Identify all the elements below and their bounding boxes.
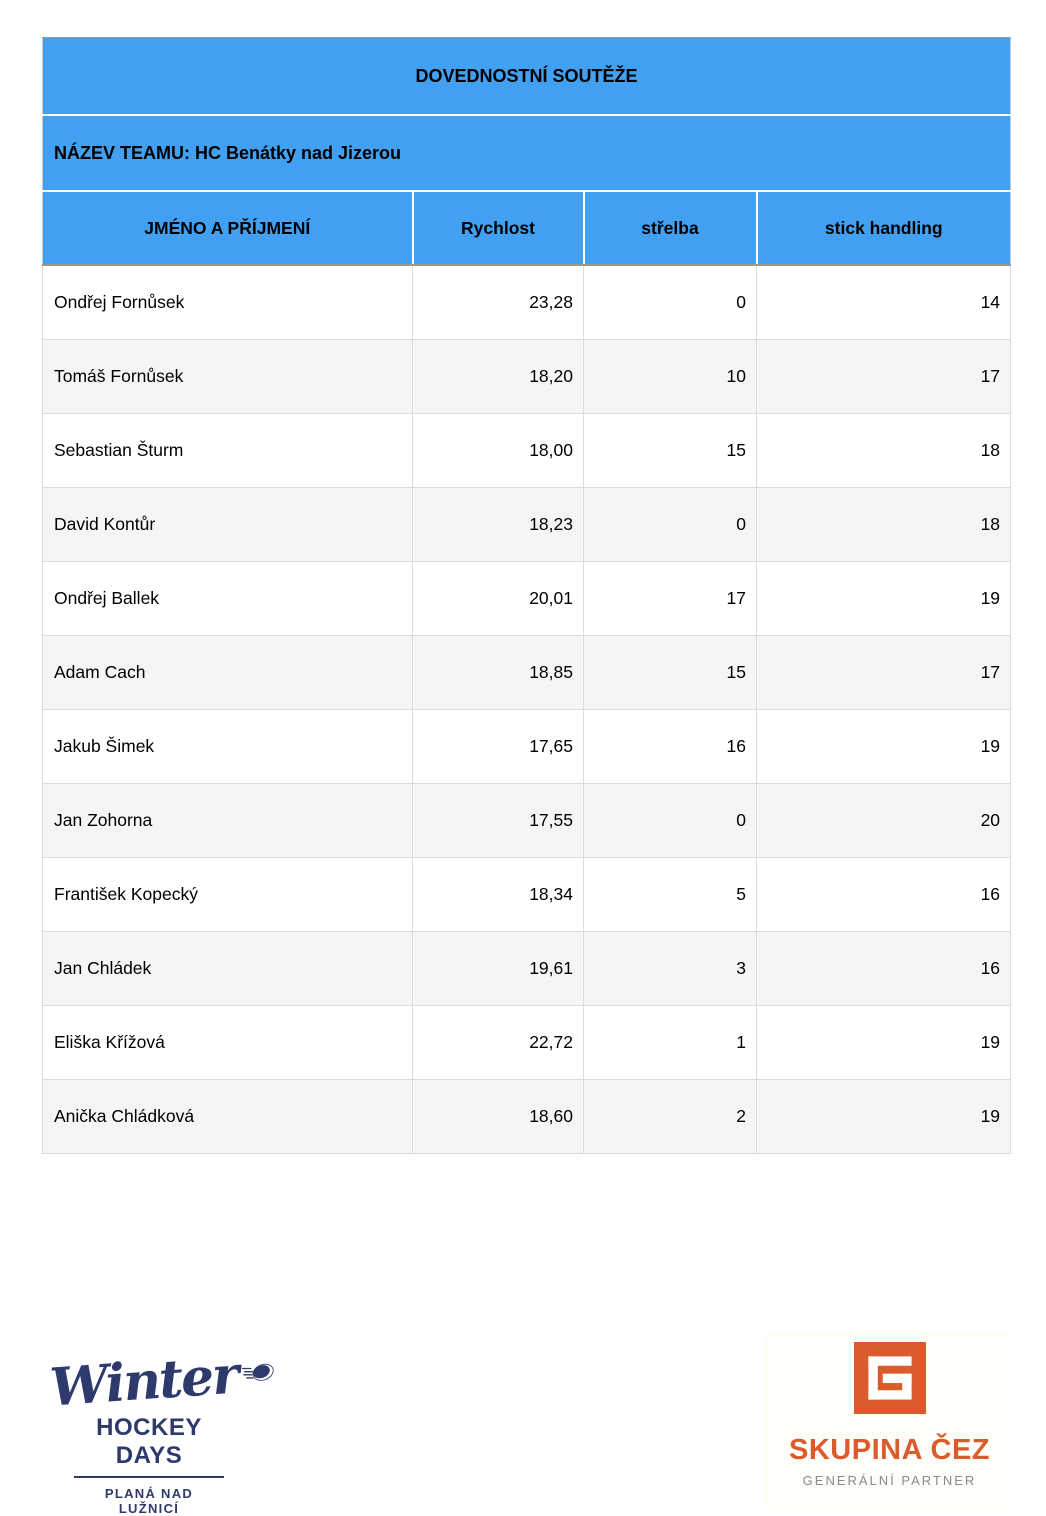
shooting-cell: 0 — [583, 487, 757, 562]
table-row: František Kopecký 18,34 5 16 — [42, 857, 1012, 932]
skills-table: DOVEDNOSTNÍ SOUTĚŽE NÁZEV TEAMU: HC Bená… — [42, 37, 1012, 1154]
title-row: DOVEDNOSTNÍ SOUTĚŽE — [42, 37, 1011, 116]
shooting-cell: 5 — [583, 857, 757, 932]
column-header-shooting: střelba — [582, 191, 757, 266]
player-name-cell: Anička Chládková — [42, 1079, 413, 1154]
stick-handling-cell: 19 — [755, 709, 1012, 784]
column-header-name: JMÉNO A PŘÍJMENÍ — [42, 191, 413, 266]
team-name: NÁZEV TEAMU: HC Benátky nad Jizerou — [42, 115, 1011, 192]
table-row: Jan Zohorna 17,55 0 20 — [42, 783, 1012, 858]
shooting-cell: 3 — [583, 931, 757, 1006]
cez-logo: SKUPINA ČEZ GENERÁLNÍ PARTNER — [772, 1342, 1007, 1488]
winter-divider — [74, 1476, 224, 1478]
table-row: Sebastian Šturm 18,00 15 18 — [42, 413, 1012, 488]
shooting-cell: 2 — [583, 1079, 757, 1154]
stick-handling-cell: 19 — [755, 561, 1012, 636]
table-row: David Kontůr 18,23 0 18 — [42, 487, 1012, 562]
speed-cell: 18,20 — [412, 339, 584, 414]
winter-script-text: Winter — [48, 1344, 240, 1419]
table-row: Ondřej Ballek 20,01 17 19 — [42, 561, 1012, 636]
winter-city-text: PLANÁ NAD LUŽNICÍ — [104, 1486, 194, 1516]
speed-cell: 18,60 — [412, 1079, 584, 1154]
speed-cell: 19,61 — [412, 931, 584, 1006]
player-name-cell: Ondřej Fornůsek — [42, 264, 413, 340]
speed-cell: 18,34 — [412, 857, 584, 932]
table-row: Adam Cach 18,85 15 17 — [42, 635, 1012, 710]
speed-cell: 18,85 — [412, 635, 584, 710]
player-name-cell: Jan Zohorna — [42, 783, 413, 858]
player-name-cell: Sebastian Šturm — [42, 413, 413, 488]
cez-square-e-icon — [853, 1342, 926, 1414]
speed-cell: 20,01 — [412, 561, 584, 636]
speed-cell: 18,23 — [412, 487, 584, 562]
table-row: Jan Chládek 19,61 3 16 — [42, 931, 1012, 1006]
stick-handling-cell: 16 — [755, 857, 1012, 932]
table-row: Eliška Křížová 22,72 1 19 — [42, 1005, 1012, 1080]
hockey-days-text: HOCKEY DAYS — [96, 1414, 202, 1469]
player-name-cell: Eliška Křížová — [42, 1005, 413, 1080]
shooting-cell: 0 — [583, 783, 757, 858]
table-row: Jakub Šimek 17,65 16 19 — [42, 709, 1012, 784]
hockey-puck-icon — [241, 1363, 274, 1381]
player-name-cell: Adam Cach — [42, 635, 413, 710]
stick-handling-cell: 19 — [755, 1005, 1012, 1080]
stick-handling-cell: 20 — [755, 783, 1012, 858]
player-name-cell: František Kopecký — [42, 857, 413, 932]
winter-logo-top: Winter — [48, 1334, 274, 1418]
column-header-speed: Rychlost — [411, 191, 584, 266]
winter-hockey-days-logo: Winter HOCKEY DAYS PLANÁ NAD LUŽNICÍ — [48, 1334, 274, 1516]
speed-cell: 22,72 — [412, 1005, 584, 1080]
table-row: Tomáš Fornůsek 18,20 10 17 — [42, 339, 1012, 414]
table-body: Ondřej Fornůsek 23,28 0 14 Tomáš Fornůse… — [42, 264, 1012, 1154]
column-header-row: JMÉNO A PŘÍJMENÍ Rychlost střelba stick … — [42, 191, 1011, 266]
shooting-cell: 1 — [583, 1005, 757, 1080]
column-header-stick-handling: stick handling — [755, 191, 1011, 266]
stick-handling-cell: 18 — [755, 487, 1012, 562]
speed-cell: 17,65 — [412, 709, 584, 784]
speed-cell: 17,55 — [412, 783, 584, 858]
shooting-cell: 16 — [583, 709, 757, 784]
stick-handling-cell: 18 — [755, 413, 1012, 488]
team-row: NÁZEV TEAMU: HC Benátky nad Jizerou — [42, 115, 1011, 192]
stick-handling-cell: 17 — [755, 635, 1012, 710]
speed-cell: 23,28 — [412, 264, 584, 340]
shooting-cell: 15 — [583, 635, 757, 710]
shooting-cell: 15 — [583, 413, 757, 488]
player-name-cell: Tomáš Fornůsek — [42, 339, 413, 414]
shooting-cell: 17 — [583, 561, 757, 636]
player-name-cell: David Kontůr — [42, 487, 413, 562]
stick-handling-cell: 14 — [755, 264, 1012, 340]
stick-handling-cell: 19 — [755, 1079, 1012, 1154]
player-name-cell: Jan Chládek — [42, 931, 413, 1006]
shooting-cell: 0 — [583, 264, 757, 340]
table-row: Ondřej Fornůsek 23,28 0 14 — [42, 264, 1012, 340]
cez-subtitle-text: GENERÁLNÍ PARTNER — [802, 1473, 977, 1488]
stick-handling-cell: 17 — [755, 339, 1012, 414]
stick-handling-cell: 16 — [755, 931, 1012, 1006]
player-name-cell: Ondřej Ballek — [42, 561, 413, 636]
shooting-cell: 10 — [583, 339, 757, 414]
table-row: Anička Chládková 18,60 2 19 — [42, 1079, 1012, 1154]
cez-name-text: SKUPINA ČEZ — [789, 1434, 990, 1466]
player-name-cell: Jakub Šimek — [42, 709, 413, 784]
page-title: DOVEDNOSTNÍ SOUTĚŽE — [42, 37, 1011, 116]
speed-cell: 18,00 — [412, 413, 584, 488]
